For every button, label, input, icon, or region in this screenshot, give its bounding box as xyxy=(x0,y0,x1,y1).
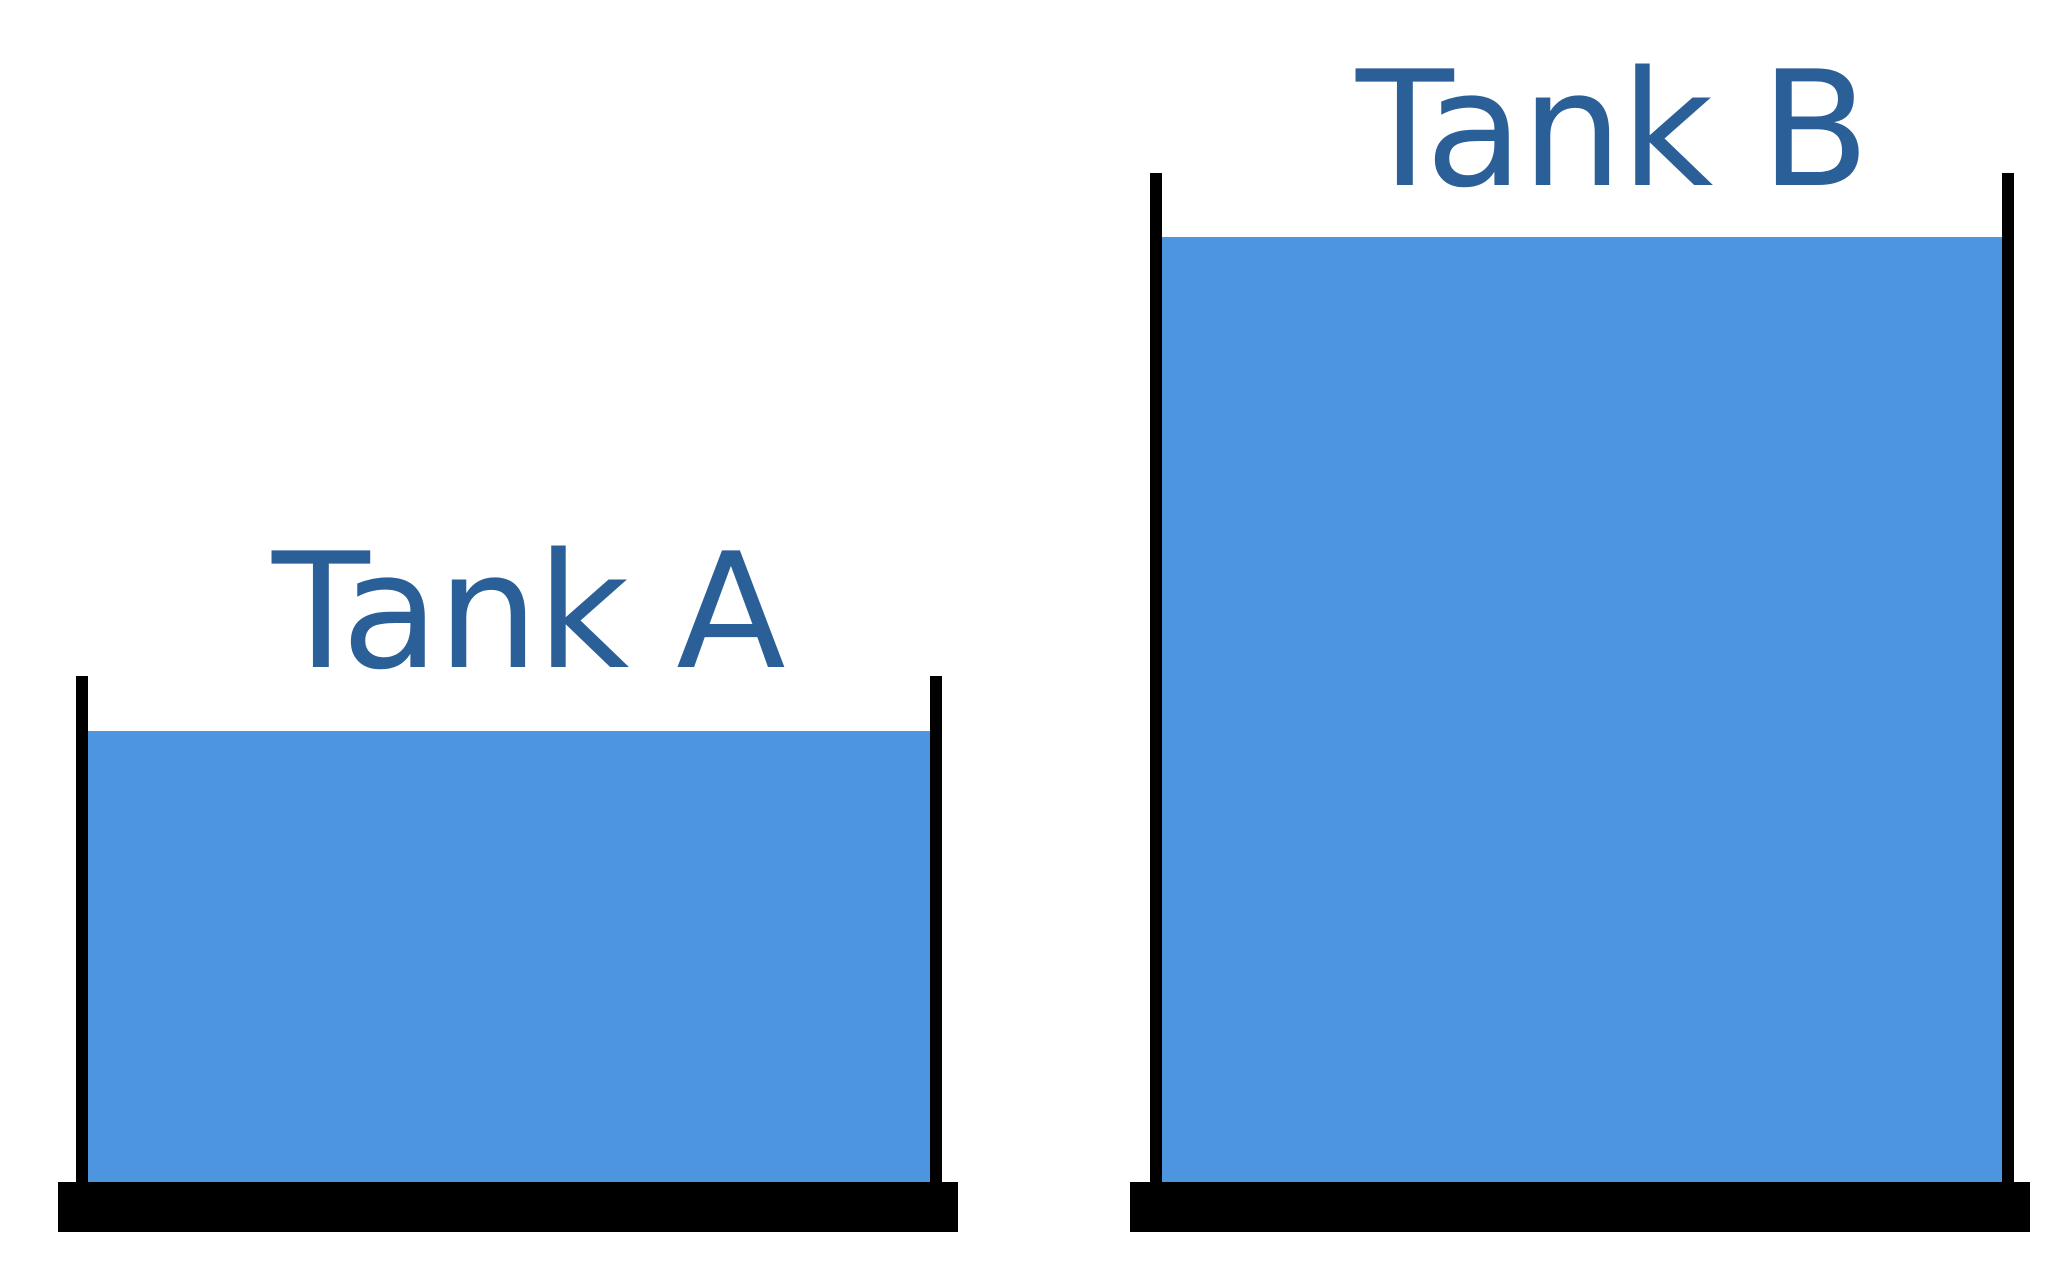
tank-a-left-wall xyxy=(76,676,88,1191)
tank-b-label: Tank B xyxy=(1356,36,1870,223)
tank-b-right-wall xyxy=(2002,173,2014,1191)
tank-b-base xyxy=(1130,1182,2030,1232)
tank-a-base xyxy=(58,1182,958,1232)
tank-a-water xyxy=(88,731,930,1191)
tank-a-label: Tank A xyxy=(272,518,786,705)
tank-b-water xyxy=(1162,237,2002,1191)
tank-a-right-wall xyxy=(930,676,942,1191)
tank-b-left-wall xyxy=(1150,173,1162,1191)
